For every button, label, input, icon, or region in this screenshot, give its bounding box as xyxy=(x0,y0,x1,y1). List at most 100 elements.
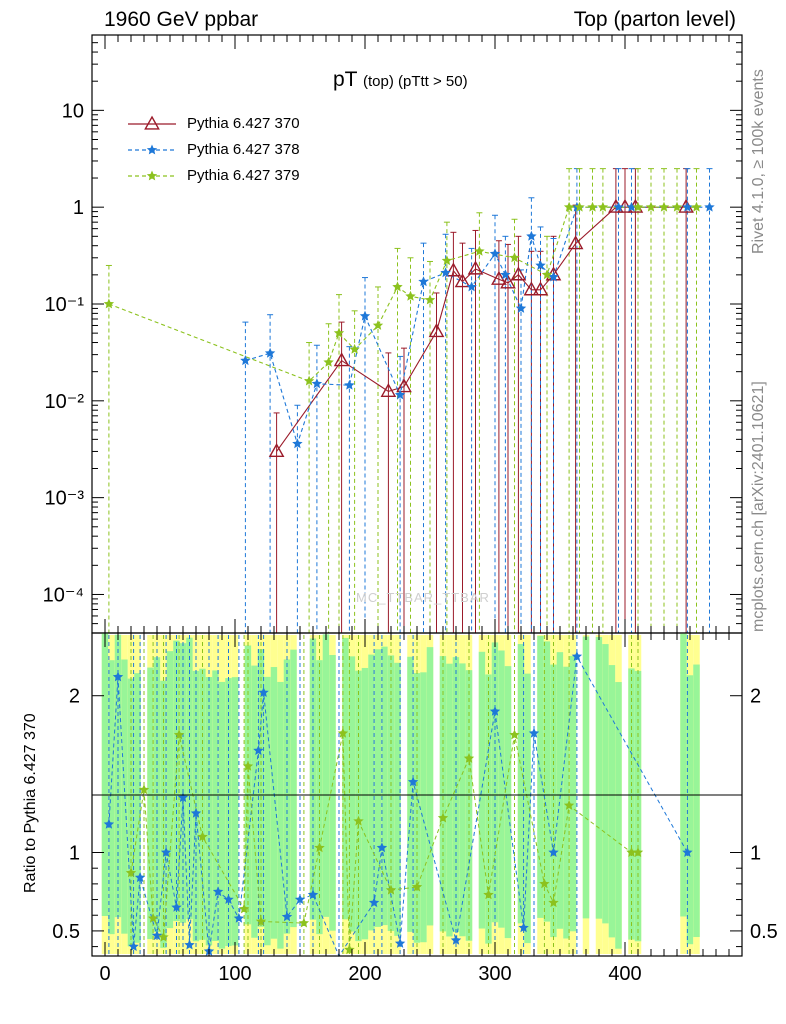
ratio-point-378 xyxy=(223,894,234,904)
rivet-version-note: Rivet 4.1.0, ≥ 100k events xyxy=(750,69,767,254)
data-point-378 xyxy=(466,281,477,292)
ratio-point-378 xyxy=(281,911,293,922)
data-point-379 xyxy=(424,294,436,305)
y-tick-label: 10⁻³ xyxy=(45,488,85,510)
ratio-point-378 xyxy=(450,934,462,945)
data-point-379 xyxy=(658,201,670,212)
data-point-370 xyxy=(333,352,350,367)
ratio-point-379 xyxy=(197,831,208,842)
band-green xyxy=(459,663,466,937)
band-green xyxy=(686,675,694,945)
data-point-370 xyxy=(268,443,285,458)
ratio-point-379 xyxy=(298,917,310,928)
legend-marker xyxy=(146,170,158,181)
band-green xyxy=(478,651,486,929)
legend-label-370: Pythia 6.427 370 xyxy=(187,115,300,132)
main-series-lines xyxy=(108,206,710,452)
data-point-378 xyxy=(489,248,501,259)
data-point-379 xyxy=(509,252,520,263)
data-point-370 xyxy=(532,281,549,296)
ratio-point-378 xyxy=(184,939,195,950)
data-point-370 xyxy=(396,378,412,393)
plot-title-sub: (top) (pTtt > 50) xyxy=(362,73,468,90)
band-green xyxy=(381,646,388,926)
ratio-markers xyxy=(103,651,693,956)
data-point-370 xyxy=(523,281,540,296)
data-point-379 xyxy=(541,269,553,280)
data-point-379 xyxy=(597,201,609,212)
ratio-y-tick-label-right: 0.5 xyxy=(750,921,778,943)
band-green xyxy=(608,665,616,938)
ratio-point-378 xyxy=(307,889,319,900)
data-point-378 xyxy=(264,347,276,358)
band-green xyxy=(602,644,609,924)
ratio-point-378 xyxy=(212,886,224,897)
ratio-point-379 xyxy=(539,878,550,889)
data-point-378 xyxy=(344,379,355,390)
x-tick-label: 300 xyxy=(478,963,511,985)
ratio-point-378 xyxy=(489,705,501,716)
band-green xyxy=(426,647,434,926)
ratio-point-379 xyxy=(548,897,559,908)
ratio-point-378 xyxy=(233,912,245,923)
band-green xyxy=(374,649,382,927)
main-markers xyxy=(103,198,715,458)
ratio-point-379 xyxy=(353,815,364,826)
band-green xyxy=(101,633,109,916)
ratio-point-379 xyxy=(437,812,449,823)
ratio-point-379 xyxy=(138,784,150,795)
ratio-point-378 xyxy=(528,727,540,738)
band-green xyxy=(485,674,492,944)
x-tick-label: 0 xyxy=(99,963,110,985)
data-point-378 xyxy=(440,267,451,278)
series-line xyxy=(108,206,697,382)
legend-label-379: Pythia 6.427 379 xyxy=(187,167,300,184)
data-point-378 xyxy=(311,378,323,389)
y-tick-label: 1 xyxy=(73,197,84,219)
band-green xyxy=(563,666,570,939)
legend-marker xyxy=(146,144,158,155)
band-green xyxy=(446,663,453,937)
band-green xyxy=(231,677,239,946)
band-green xyxy=(212,670,219,941)
data-point-379 xyxy=(563,201,575,212)
ratio-point-379 xyxy=(238,903,250,914)
data-point-379 xyxy=(372,320,384,330)
band-green xyxy=(394,662,401,936)
band-green xyxy=(504,666,512,939)
band-green xyxy=(108,660,115,935)
ratio-point-379 xyxy=(483,889,494,900)
data-point-378 xyxy=(526,230,537,241)
x-tick-label: 200 xyxy=(348,963,381,985)
band-green xyxy=(251,665,258,938)
data-point-379 xyxy=(349,343,360,354)
ratio-y-axis-label: Ratio to Pythia 6.427 370 xyxy=(22,713,39,893)
band-green xyxy=(595,637,603,919)
data-point-378 xyxy=(418,276,429,287)
ratio-point-378 xyxy=(682,847,693,857)
ratio-y-tick-label: 2 xyxy=(69,686,80,708)
x-axis: 0 100 200 300 400 xyxy=(91,35,743,985)
data-point-370 xyxy=(467,260,484,275)
ratio-y-tick-label: 1 xyxy=(69,843,80,865)
ratio-point-379 xyxy=(173,729,185,740)
ratio-point-379 xyxy=(411,881,423,892)
ratio-plot-panel: 0.5 0.5 1 1 2 2 0 100 200 300 400 xyxy=(52,35,778,985)
band-green xyxy=(342,637,349,920)
data-point-370 xyxy=(491,270,507,285)
band-green xyxy=(407,656,414,932)
data-point-378 xyxy=(704,201,715,212)
ratio-point-378 xyxy=(376,842,388,853)
legend xyxy=(128,115,176,181)
ratio-point-378 xyxy=(151,930,163,941)
y-tick-label: 10⁻⁴ xyxy=(43,584,84,606)
main-error-bars xyxy=(105,168,713,633)
data-point-378 xyxy=(394,389,406,400)
data-point-379 xyxy=(474,245,485,256)
data-point-370 xyxy=(567,235,584,250)
ratio-y-tick-label-right: 2 xyxy=(750,686,761,708)
plot-title: pT (top) (pTtt > 50) xyxy=(333,68,468,92)
ratio-point-378 xyxy=(571,651,583,661)
band-green xyxy=(387,655,395,931)
data-point-378 xyxy=(292,438,303,449)
